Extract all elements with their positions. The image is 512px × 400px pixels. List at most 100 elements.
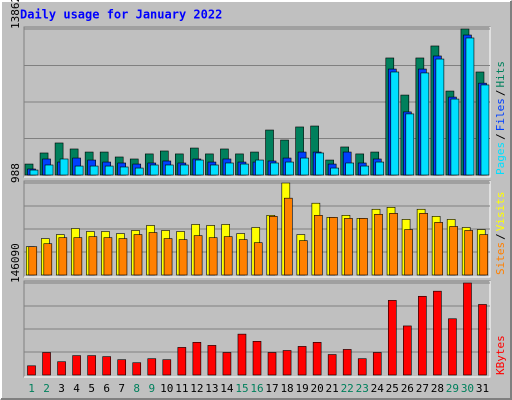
bar: [300, 157, 309, 176]
x-tick-label: 20: [311, 382, 324, 395]
x-tick-label: 26: [401, 382, 414, 395]
bar: [238, 239, 248, 276]
x-tick-label: 14: [220, 382, 234, 395]
x-tick-label: 28: [431, 382, 444, 395]
x-tick-label: 7: [118, 382, 125, 395]
bar: [255, 159, 264, 176]
legend-separator: /: [494, 233, 507, 240]
bar: [270, 162, 279, 176]
bar: [103, 237, 113, 276]
bar: [357, 358, 367, 376]
bar: [327, 354, 337, 376]
bar: [72, 355, 81, 376]
bar: [405, 113, 415, 176]
bar: [28, 246, 38, 276]
bar: [360, 165, 370, 176]
legend-entry: Visits: [494, 192, 507, 232]
bar: [237, 333, 247, 376]
bar: [464, 230, 474, 276]
bar: [297, 346, 307, 376]
bar: [132, 362, 142, 376]
bar: [165, 164, 174, 176]
x-tick-label: 19: [295, 382, 308, 395]
bar: [192, 342, 202, 376]
legend: Pages/Files/Hits: [494, 61, 507, 175]
bar: [268, 216, 278, 276]
bar: [27, 365, 36, 376]
bar: [177, 347, 187, 376]
bar: [267, 352, 277, 376]
bar: [253, 242, 263, 276]
bar: [359, 218, 368, 276]
bar: [418, 295, 427, 376]
bar: [314, 215, 323, 276]
chart-title: Daily usage for January 2022: [20, 8, 222, 22]
bar: [74, 165, 84, 176]
bar: [29, 169, 39, 176]
x-tick-label: 5: [88, 382, 95, 395]
bar: [102, 356, 111, 376]
bar: [59, 158, 69, 176]
bar: [374, 213, 383, 276]
bar: [345, 162, 354, 176]
bar: [57, 361, 66, 376]
bar: [299, 240, 308, 276]
bar: [344, 218, 353, 276]
bar: [149, 164, 159, 176]
bar: [312, 342, 322, 376]
legend-entry: Sites: [494, 242, 507, 275]
bar: [148, 232, 158, 276]
bar: [43, 243, 53, 276]
x-tick-label: 15: [235, 382, 248, 395]
plot-bevel: [24, 27, 491, 178]
x-tick-label: 10: [160, 382, 173, 395]
bar: [240, 163, 249, 176]
bar: [193, 235, 203, 276]
x-tick-label: 3: [58, 382, 65, 395]
bar: [315, 152, 324, 176]
y-tick-label: 13862: [9, 0, 22, 29]
bar: [117, 359, 127, 376]
bar: [282, 350, 292, 376]
bar: [480, 84, 490, 176]
bar: [87, 355, 96, 376]
bar: [225, 162, 234, 176]
x-tick-label: 29: [446, 382, 459, 395]
plot-bevel: [24, 181, 491, 278]
bar: [163, 238, 173, 276]
bar: [372, 352, 382, 376]
bar: [479, 234, 489, 276]
legend-entry: KBytes: [494, 335, 507, 375]
bar: [390, 71, 400, 176]
x-tick-label: 23: [356, 382, 369, 395]
bar: [180, 164, 189, 176]
x-tick-label: 21: [326, 382, 339, 395]
bar: [330, 167, 339, 176]
bar: [448, 318, 457, 376]
x-tick-label: 16: [250, 382, 263, 395]
bar: [389, 213, 398, 276]
x-tick-label: 17: [265, 382, 278, 395]
y-tick-label: 146090: [9, 243, 22, 283]
legend-separator: /: [494, 90, 507, 97]
x-tick-label: 8: [133, 382, 140, 395]
bar: [404, 229, 413, 276]
legend: Sites /Visits: [494, 192, 507, 276]
bar: [329, 217, 338, 276]
bar: [449, 226, 458, 276]
x-tick-label: 18: [280, 382, 293, 395]
bar: [419, 213, 428, 276]
bar: [73, 237, 83, 276]
bar: [134, 167, 144, 176]
bar: [420, 72, 430, 176]
bar: [208, 237, 218, 276]
bar: [342, 349, 352, 376]
bar: [207, 345, 217, 376]
bar: [89, 165, 99, 176]
bar: [195, 159, 204, 176]
bar: [222, 352, 232, 376]
legend-entry: Hits: [494, 61, 507, 88]
plot-bevel: [24, 281, 491, 378]
